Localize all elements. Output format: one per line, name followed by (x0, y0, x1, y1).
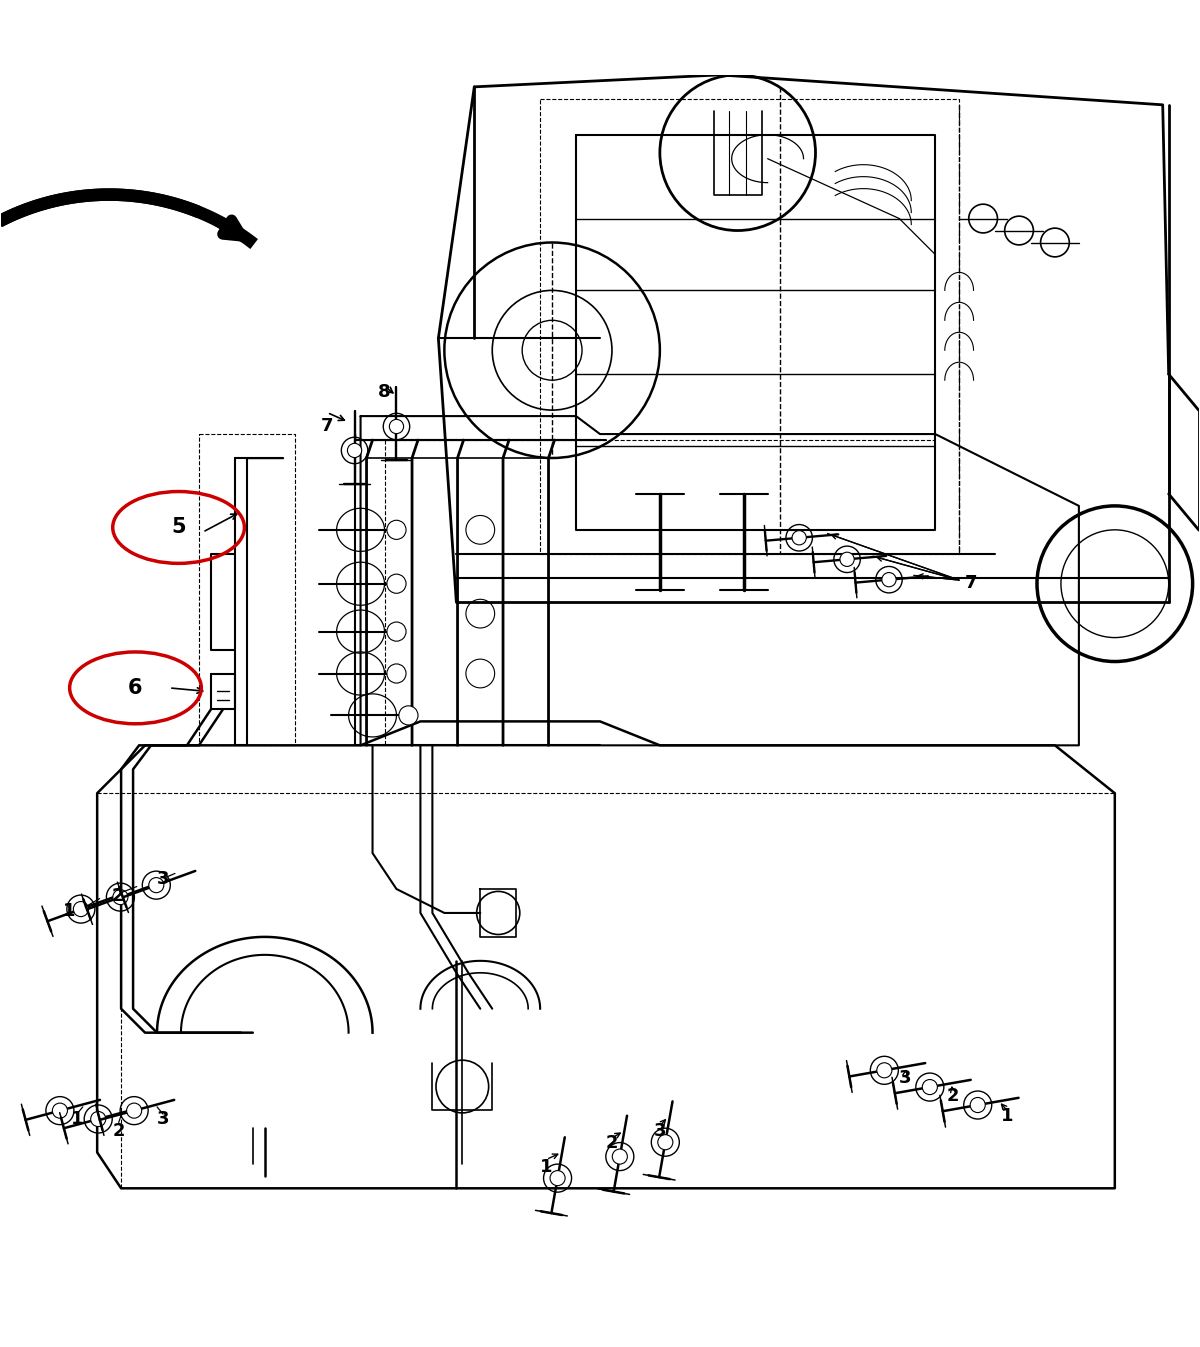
Circle shape (386, 664, 406, 683)
Circle shape (923, 1079, 937, 1095)
Circle shape (970, 1098, 985, 1113)
Circle shape (386, 520, 406, 539)
Circle shape (386, 574, 406, 593)
Circle shape (882, 572, 896, 587)
Circle shape (612, 1149, 628, 1164)
Circle shape (126, 1103, 142, 1118)
Circle shape (877, 1063, 892, 1078)
Circle shape (550, 1171, 565, 1185)
Text: 1: 1 (64, 901, 76, 920)
Circle shape (73, 901, 89, 916)
Text: 3: 3 (654, 1122, 666, 1140)
Circle shape (91, 1111, 106, 1126)
Text: 1: 1 (540, 1158, 552, 1176)
Circle shape (149, 878, 164, 893)
Text: 3: 3 (157, 870, 169, 889)
Circle shape (53, 1103, 67, 1118)
Text: 1: 1 (71, 1110, 83, 1127)
Circle shape (348, 443, 361, 458)
Circle shape (840, 552, 854, 567)
Text: 2: 2 (606, 1134, 618, 1152)
Text: 2: 2 (113, 1122, 125, 1140)
Text: 1: 1 (1001, 1107, 1013, 1126)
Text: 2: 2 (112, 888, 124, 905)
Text: 3: 3 (157, 1110, 169, 1127)
Text: 3: 3 (899, 1070, 912, 1087)
Circle shape (658, 1134, 673, 1150)
Text: 7: 7 (320, 416, 334, 435)
Text: 2: 2 (947, 1087, 960, 1105)
Text: 6: 6 (128, 678, 143, 698)
Circle shape (386, 622, 406, 641)
Text: 8: 8 (378, 383, 391, 401)
Circle shape (113, 889, 128, 905)
Text: 7: 7 (965, 574, 977, 591)
Circle shape (389, 419, 403, 434)
Text: 5: 5 (172, 517, 186, 537)
Circle shape (398, 706, 418, 725)
Circle shape (792, 531, 806, 546)
